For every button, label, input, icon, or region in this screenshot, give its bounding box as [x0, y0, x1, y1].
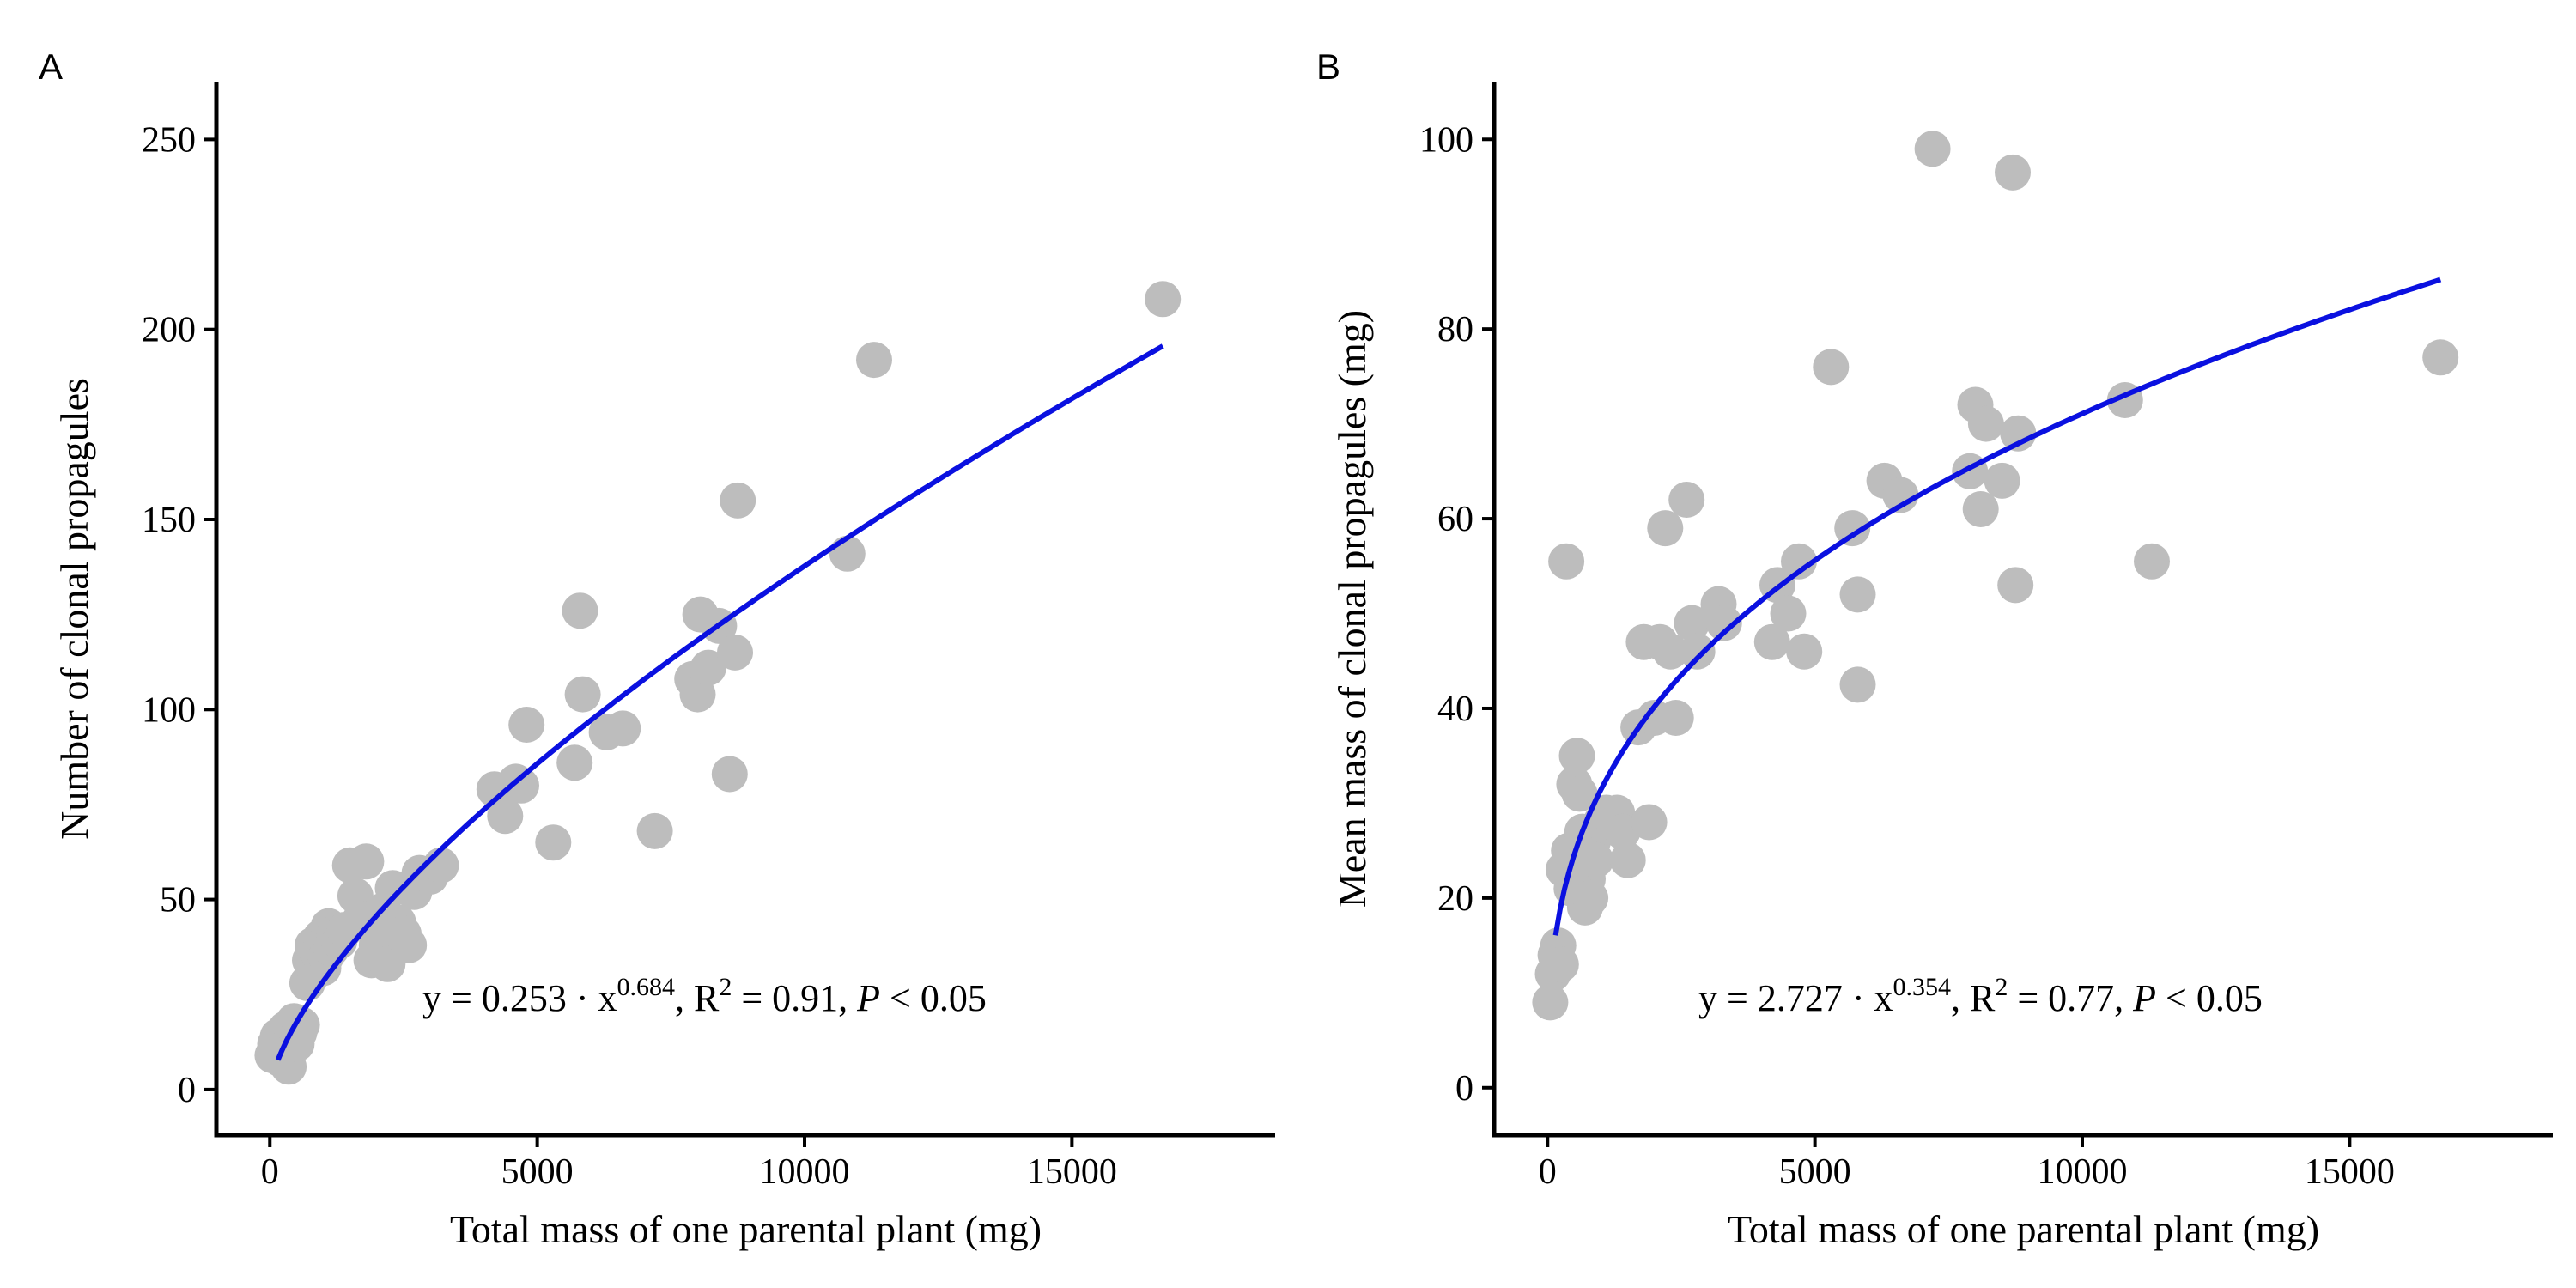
- data-point: [564, 676, 601, 713]
- data-point: [1813, 349, 1850, 386]
- y-tick-label: 0: [1455, 1069, 1473, 1109]
- data-point: [1631, 804, 1668, 841]
- data-point: [1679, 633, 1716, 670]
- data-point: [1753, 623, 1790, 660]
- y-tick-label: 50: [160, 881, 196, 920]
- y-tick-label: 100: [1419, 120, 1473, 160]
- panel-a: A 0 5000 10000 15000 0 50 100 150 200 250 Total mas…: [39, 46, 1275, 1251]
- data-point: [2422, 339, 2459, 376]
- y-tick-label: 40: [1437, 690, 1473, 729]
- data-point: [720, 482, 756, 519]
- panel-b: B 0 5000 10000 15000 0 20 40 60 80 100 Total mass o…: [1316, 46, 2553, 1251]
- data-point: [1834, 510, 1871, 547]
- y-axis-title: Number of clonal propagules: [52, 378, 96, 840]
- data-point: [1984, 462, 2020, 499]
- data-point: [856, 342, 892, 379]
- data-point: [829, 535, 866, 572]
- data-point: [503, 767, 539, 804]
- data-point: [2000, 415, 2037, 452]
- data-point: [1647, 510, 1684, 547]
- data-point: [1997, 567, 2034, 604]
- y-tick-label: 250: [142, 120, 196, 160]
- data-point: [487, 798, 524, 835]
- x-tick-label: 10000: [760, 1152, 850, 1192]
- fit-equation: y = 2.727 · x0.354, R2 = 0.77, P < 0.05: [1698, 973, 2263, 1019]
- y-tick-label: 150: [142, 501, 196, 540]
- data-point: [1786, 633, 1823, 670]
- data-point: [535, 824, 572, 861]
- data-point: [1839, 576, 1876, 613]
- y-tick-label: 200: [142, 311, 196, 350]
- x-tick-label: 15000: [1027, 1152, 1117, 1192]
- data-point: [1770, 595, 1807, 632]
- data-point: [1705, 605, 1742, 641]
- data-point: [1967, 405, 2004, 442]
- data-point: [1839, 666, 1876, 703]
- y-tick-label: 80: [1437, 310, 1473, 349]
- x-tick-label: 0: [1539, 1152, 1557, 1192]
- data-point: [1781, 543, 1817, 580]
- data-point: [1542, 946, 1579, 983]
- x-tick-label: 10000: [2038, 1152, 2128, 1192]
- y-tick-label: 20: [1437, 879, 1473, 919]
- data-point: [1548, 543, 1585, 580]
- data-point: [717, 634, 753, 671]
- x-axis-title: Total mass of one parental plant (mg): [450, 1207, 1042, 1251]
- data-points: [254, 281, 1182, 1085]
- data-point: [2134, 543, 2170, 580]
- x-tick-label: 0: [261, 1152, 279, 1192]
- fit-equation: y = 0.253 · x0.684, R2 = 0.91, P < 0.05: [422, 973, 987, 1019]
- data-point: [1652, 633, 1689, 670]
- data-point: [1609, 841, 1646, 878]
- data-point: [1657, 700, 1694, 736]
- data-point: [1882, 477, 1919, 513]
- data-point: [1962, 491, 1999, 527]
- fit-line: [275, 343, 1164, 1061]
- data-point: [605, 710, 641, 747]
- data-point: [1532, 984, 1569, 1021]
- data-point: [556, 744, 593, 781]
- data-point: [1914, 131, 1951, 167]
- data-point: [636, 812, 673, 849]
- data-point: [562, 592, 598, 629]
- data-point: [391, 927, 428, 963]
- fit-line: [1552, 276, 2442, 936]
- x-axis-title: Total mass of one parental plant (mg): [1728, 1207, 2319, 1251]
- data-point: [348, 843, 385, 880]
- data-point: [1674, 605, 1710, 641]
- data-point: [1668, 482, 1705, 518]
- data-point: [690, 649, 726, 686]
- y-tick-label: 60: [1437, 500, 1473, 539]
- data-point: [1561, 775, 1598, 812]
- data-point: [1572, 879, 1609, 916]
- x-tick-label: 5000: [1779, 1152, 1851, 1192]
- data-point: [508, 707, 545, 743]
- data-point: [1145, 281, 1182, 318]
- y-axis-title: Mean mass of clonal propagules (mg): [1330, 310, 1374, 908]
- data-point: [1558, 738, 1595, 775]
- data-point: [711, 756, 748, 793]
- data-points: [1532, 131, 2459, 1021]
- data-point: [1577, 841, 1614, 878]
- x-tick-label: 15000: [2305, 1152, 2395, 1192]
- y-tick-label: 100: [142, 690, 196, 730]
- x-tick-label: 5000: [501, 1152, 574, 1192]
- panel-label: A: [39, 46, 63, 87]
- panel-label: B: [1316, 46, 1340, 87]
- y-tick-label: 0: [178, 1071, 196, 1110]
- data-point: [1995, 154, 2031, 191]
